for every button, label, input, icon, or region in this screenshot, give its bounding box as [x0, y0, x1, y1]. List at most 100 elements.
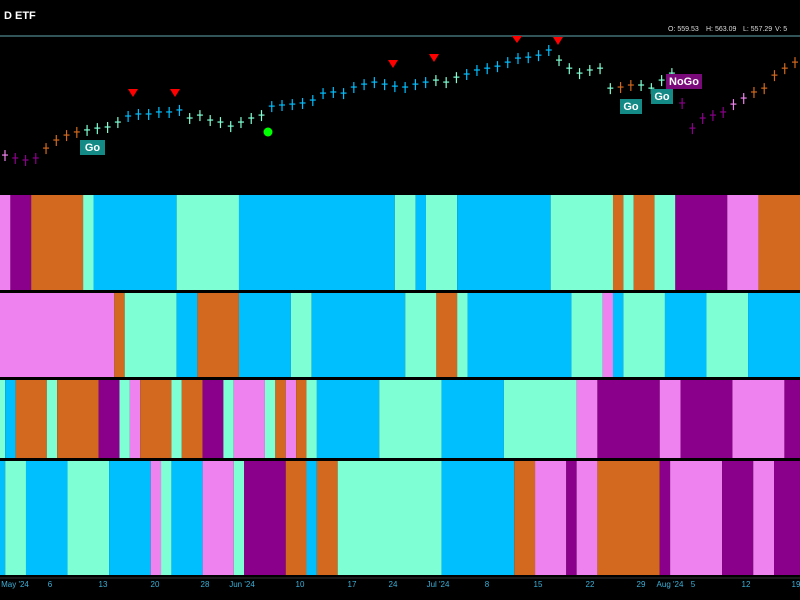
regime-band [150, 461, 162, 575]
price-bar [104, 122, 111, 133]
regime-band [758, 195, 800, 290]
header-value: L: 557.29 [743, 26, 772, 33]
regime-band [467, 293, 572, 377]
regime-band [285, 380, 297, 458]
regime-band [181, 380, 203, 458]
regime-band [93, 195, 177, 290]
x-tick-label: 15 [534, 580, 543, 589]
price-bar [135, 108, 142, 120]
regime-band [675, 195, 728, 290]
regime-band [612, 293, 624, 377]
annotation: Go [623, 101, 639, 113]
annotation-box [651, 89, 673, 104]
price-bar [494, 61, 501, 73]
regime-band [612, 195, 624, 290]
regime-band [503, 380, 577, 458]
price-bar [207, 115, 214, 127]
price-bar [237, 117, 244, 129]
regime-band [0, 195, 11, 290]
annotation: Go [85, 142, 101, 154]
price-bar [166, 106, 173, 118]
regime-band [202, 380, 224, 458]
price-bar [125, 111, 132, 122]
regime-band [727, 195, 759, 290]
price-bar [607, 83, 614, 95]
regime-band [425, 195, 458, 290]
regime-band [722, 461, 754, 575]
annotation: Go [654, 91, 670, 103]
chart-title: D ETF [4, 10, 36, 22]
regime-band [285, 461, 307, 575]
regime-band [129, 380, 141, 458]
annotation-box [80, 140, 105, 155]
down-signal [388, 60, 398, 68]
price-bar [402, 82, 409, 94]
regime-band [415, 195, 426, 290]
regime-band [119, 380, 130, 458]
regime-band [124, 293, 177, 377]
regime-band [233, 461, 245, 575]
price-bar [412, 79, 419, 91]
price-bar [422, 77, 429, 89]
regime-band [664, 293, 707, 377]
price-bar [176, 104, 183, 116]
price-bar [535, 50, 542, 62]
regime-band [83, 195, 94, 290]
x-tick-label: 13 [99, 580, 108, 589]
price-bar [94, 123, 101, 135]
regime-band [5, 461, 26, 575]
regime-band [5, 380, 16, 458]
down-signal [170, 89, 180, 97]
price-bar [371, 77, 378, 89]
regime-band [457, 293, 468, 377]
price-bar [525, 52, 532, 64]
x-tick-label: 6 [48, 580, 53, 589]
price-bar [484, 63, 491, 75]
regime-band [10, 195, 32, 290]
regime-band [571, 293, 603, 377]
price-bar [381, 79, 388, 91]
regime-band [306, 461, 317, 575]
regime-band [748, 293, 800, 377]
price-bar [443, 77, 450, 89]
regime-band [436, 293, 458, 377]
price-bar [514, 53, 521, 65]
price-bar [309, 95, 316, 107]
price-bar [617, 82, 624, 94]
regime-band [0, 293, 115, 377]
price-bar [361, 79, 368, 91]
regime-band [306, 380, 317, 458]
down-signal [512, 36, 522, 43]
regime-band [98, 380, 120, 458]
regime-band [623, 293, 665, 377]
regime-band [238, 195, 395, 290]
down-signal [429, 54, 439, 62]
x-tick-label: 24 [389, 580, 398, 589]
regime-band [379, 380, 442, 458]
price-bar [320, 88, 327, 100]
regime-band [654, 195, 676, 290]
regime-band [0, 380, 6, 458]
price-bar [84, 124, 91, 136]
signal-markers [128, 36, 563, 137]
price-bar [32, 152, 39, 164]
price-bar [258, 110, 265, 122]
regime-band [67, 461, 110, 575]
price-bar [248, 113, 255, 125]
price-bar [504, 57, 511, 69]
regime-band [15, 380, 47, 458]
regime-band [597, 461, 660, 575]
price-bar [453, 72, 460, 84]
regime-band [176, 195, 239, 290]
regime-band [576, 380, 598, 458]
price-bar [586, 64, 593, 76]
regime-band [316, 380, 380, 458]
regime-band [535, 461, 567, 575]
price-bar [350, 82, 357, 94]
regime-band [140, 380, 172, 458]
regime-band [31, 195, 84, 290]
regime-band [576, 461, 598, 575]
price-bar [730, 99, 737, 111]
